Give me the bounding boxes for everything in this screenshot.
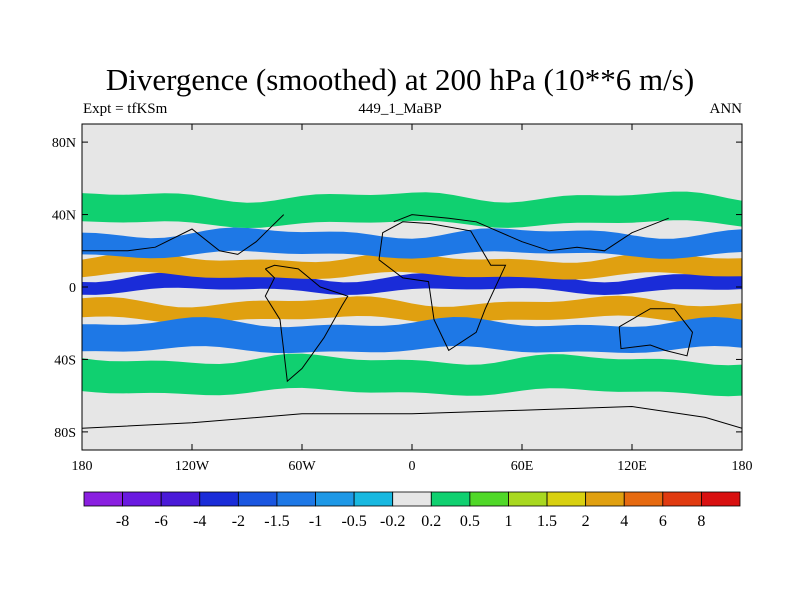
field-band-3 <box>82 227 742 259</box>
colorbar-swatch <box>276 491 316 507</box>
x-tick-label: 120W <box>175 459 210 474</box>
colorbar-label: -0.2 <box>380 513 405 530</box>
colorbar-label: -1 <box>309 513 322 530</box>
colorbar-label: -1.5 <box>264 513 289 530</box>
x-tick-label: 180 <box>72 459 93 474</box>
x-axis: 180 120W 60W 0 60E 120E 180 <box>72 124 753 474</box>
colorbar-label: -0.5 <box>341 513 366 530</box>
x-tick-label: 60E <box>511 459 534 474</box>
x-tick-label: 60W <box>288 459 316 474</box>
coastline-3 <box>82 405 742 429</box>
colorbar-swatch <box>315 491 355 507</box>
case-label: 449_1_MaBP <box>358 101 442 117</box>
colorbar-label: 8 <box>697 513 705 530</box>
x-tick-label: 0 <box>409 459 416 474</box>
colorbar-label: -8 <box>116 513 129 530</box>
colorbar-label: 0.5 <box>460 513 480 530</box>
field-band-0 <box>82 272 742 295</box>
colorbar-swatch <box>392 491 432 507</box>
field-band-6 <box>82 353 742 397</box>
y-tick-label: 0 <box>69 281 76 296</box>
coastline-2 <box>618 308 694 357</box>
field-band-4 <box>82 317 742 354</box>
colorbar-swatch <box>83 491 123 507</box>
colorbar-label: 1 <box>504 513 512 530</box>
coastline-4 <box>82 214 285 255</box>
colorbar-swatch <box>160 491 201 507</box>
x-tick-label: 120E <box>617 459 647 474</box>
divergence-field <box>82 191 742 397</box>
field-band-5 <box>82 191 742 228</box>
y-tick-label: 40S <box>54 353 76 368</box>
y-tick-label: 80S <box>54 426 76 441</box>
season-label: ANN <box>709 101 743 117</box>
colorbar-swatch <box>430 491 471 507</box>
colorbar-swatch <box>701 491 741 507</box>
colorbar-label: 1.5 <box>537 513 557 530</box>
colorbar-label: 4 <box>620 513 628 530</box>
colorbar-swatch <box>237 491 278 507</box>
colorbar-swatch <box>623 491 664 507</box>
field-band-2 <box>82 295 742 324</box>
y-tick-label: 40N <box>52 209 76 224</box>
colorbar-label: -6 <box>155 513 168 530</box>
colorbar-label: 0.2 <box>421 513 441 530</box>
experiment-label: Expt = tfKSm <box>83 101 168 117</box>
coastline-outlines <box>82 214 742 429</box>
colorbar-swatch <box>585 491 625 507</box>
x-tick-label: 180 <box>732 459 753 474</box>
coastline-1 <box>378 221 507 352</box>
colorbar: -8 -6 -4 -2 -1.5 -1 -0.5 -0.2 0.2 0.5 1 1.5 2 4 6 8 <box>83 491 741 530</box>
colorbar-swatch <box>469 491 509 507</box>
colorbar-label: -2 <box>232 513 245 530</box>
field-band-1 <box>82 251 742 280</box>
colorbar-label: 6 <box>659 513 667 530</box>
coastline-0 <box>264 264 349 383</box>
colorbar-swatch <box>508 491 548 507</box>
coastline-5 <box>393 214 669 252</box>
y-axis: 80N 40N 0 40S 80S <box>52 136 742 441</box>
y-tick-label: 80N <box>52 136 76 151</box>
colorbar-swatch <box>546 491 587 507</box>
colorbar-swatch <box>353 491 394 507</box>
chart-title: Divergence (smoothed) at 200 hPa (10**6 … <box>105 62 695 97</box>
colorbar-swatch <box>122 491 162 507</box>
colorbar-label: -4 <box>193 513 206 530</box>
colorbar-swatch <box>199 491 239 507</box>
colorbar-label: 2 <box>582 513 590 530</box>
colorbar-swatch <box>662 491 702 507</box>
